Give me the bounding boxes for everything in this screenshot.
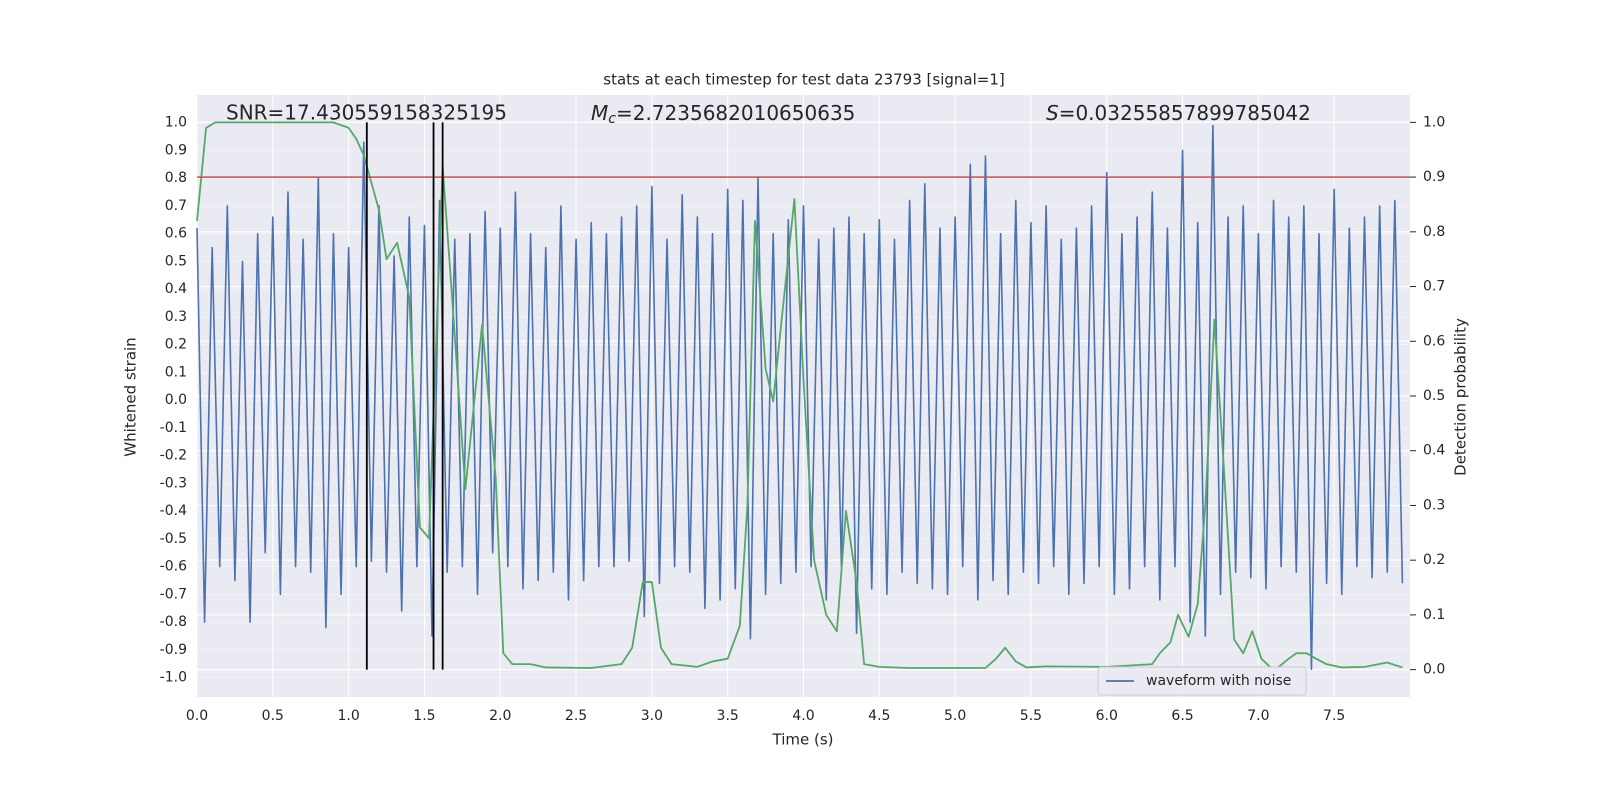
y2-tick-label: 0.9 <box>1423 169 1445 185</box>
x-tick-label: 7.5 <box>1323 708 1345 724</box>
legend-label: waveform with noise <box>1146 673 1291 689</box>
x-tick-label: 2.5 <box>565 708 587 724</box>
annotation: S=0.03255857899785042 <box>1046 101 1311 125</box>
x-tick-label: 1.5 <box>413 708 435 724</box>
x-tick-label: 0.0 <box>186 708 208 724</box>
chart-title: stats at each timestep for test data 237… <box>603 71 1004 89</box>
annotation-value: =0.03255857899785042 <box>1059 101 1311 125</box>
y2-tick-label: 0.5 <box>1423 388 1445 404</box>
x-tick-label: 6.5 <box>1171 708 1193 724</box>
y2-tick-label: 0.0 <box>1423 662 1445 678</box>
y-tick-label: -0.9 <box>160 642 187 658</box>
legend: waveform with noise <box>1097 666 1307 696</box>
y2-tick-label: 0.8 <box>1423 224 1445 240</box>
y-tick-label: 0.3 <box>165 309 187 325</box>
annotation-symbol: S <box>1046 101 1059 125</box>
y-tick-label: 0.7 <box>165 198 187 214</box>
y-tick-label: 0.5 <box>165 253 187 269</box>
y2-tick-label: 1.0 <box>1423 114 1445 130</box>
y-tick-label: -0.4 <box>160 503 187 519</box>
y-tick-label: -0.6 <box>160 559 187 575</box>
x-tick-label: 0.5 <box>262 708 284 724</box>
y-axis-label: Whitened strain <box>122 337 140 456</box>
x-tick-label: 2.0 <box>489 708 511 724</box>
x-tick-label: 5.0 <box>944 708 966 724</box>
y-tick-label: 1.0 <box>165 115 187 131</box>
y-tick-label: -0.8 <box>160 614 187 630</box>
annotation: SNR=17.430559158325195 <box>226 101 507 125</box>
y-tick-label: 0.9 <box>165 142 187 158</box>
y2-tick-label: 0.2 <box>1423 552 1445 568</box>
y-tick-label: 0.6 <box>165 226 187 242</box>
data-line <box>196 124 1404 671</box>
x-tick-label: 4.0 <box>792 708 814 724</box>
y-tick-label: 0.0 <box>165 392 187 408</box>
y-tick-label: -0.2 <box>160 448 187 464</box>
annotation-symbol: M <box>591 101 608 125</box>
y-tick-label: 0.1 <box>165 364 187 380</box>
y2-tick-label: 0.3 <box>1423 497 1445 513</box>
y-tick-label: -0.1 <box>160 420 187 436</box>
x-tick-label: 3.0 <box>641 708 663 724</box>
y-tick-label: -0.5 <box>160 531 187 547</box>
x-tick-label: 4.5 <box>868 708 890 724</box>
y2-tick-label: 0.1 <box>1423 607 1445 623</box>
annotation-value: =2.7235682010650635 <box>616 101 855 125</box>
y2-tick-label: 0.4 <box>1423 443 1445 459</box>
x-tick-label: 6.0 <box>1096 708 1118 724</box>
data-line <box>196 121 1403 669</box>
x-tick-label: 1.0 <box>337 708 359 724</box>
annotation-subscript: c <box>608 111 616 127</box>
x-tick-label: 3.5 <box>717 708 739 724</box>
y-tick-label: -1.0 <box>160 670 187 686</box>
legend-box <box>1097 666 1307 696</box>
annotation: Mc=2.7235682010650635 <box>591 101 855 128</box>
y-tick-label: 0.4 <box>165 281 187 297</box>
marks <box>196 121 1410 671</box>
y-tick-label: -0.7 <box>160 586 187 602</box>
y-tick-label: -0.3 <box>160 475 187 491</box>
x-tick-label: 5.5 <box>1020 708 1042 724</box>
x-tick-label: 7.0 <box>1247 708 1269 724</box>
y2-axis-label: Detection probability <box>1452 318 1470 476</box>
y-tick-label: 0.2 <box>165 337 187 353</box>
x-axis-label: Time (s) <box>772 731 834 749</box>
y-tick-label: 0.8 <box>165 170 187 186</box>
y2-tick-label: 0.7 <box>1423 279 1445 295</box>
y2-tick-label: 0.6 <box>1423 333 1445 349</box>
